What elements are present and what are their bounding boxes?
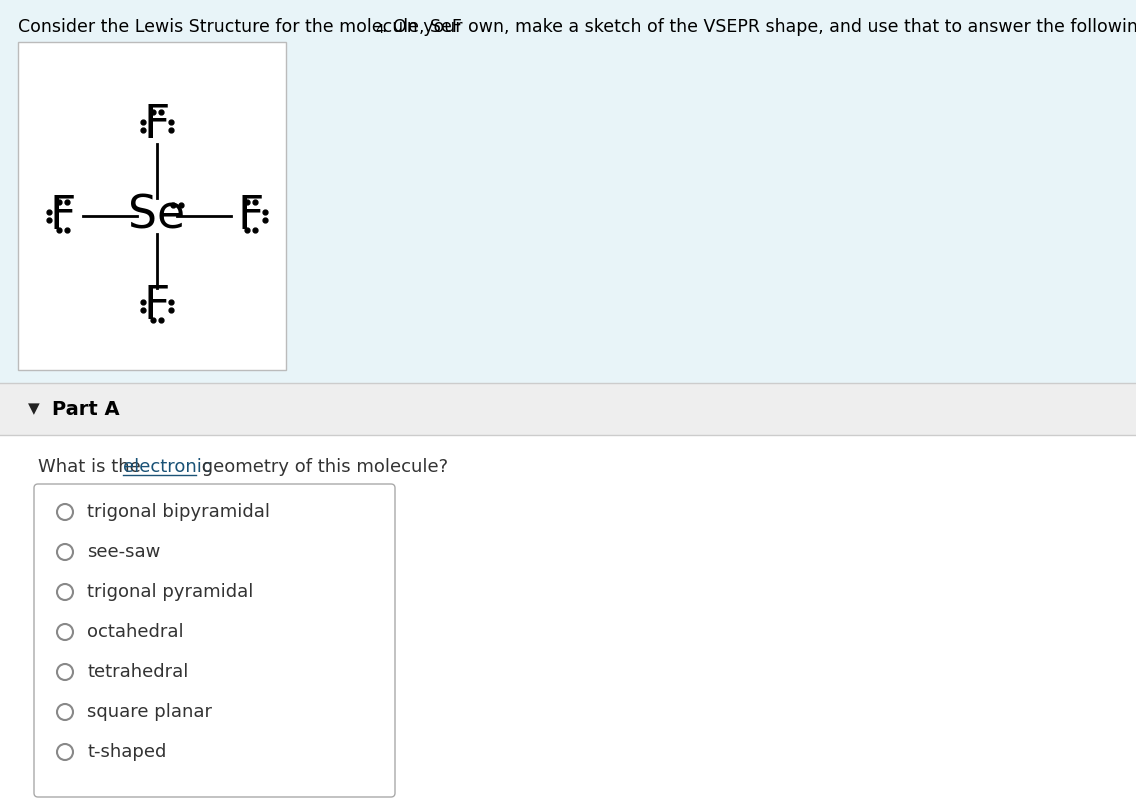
Text: trigonal bipyramidal: trigonal bipyramidal: [87, 503, 270, 521]
Text: t-shaped: t-shaped: [87, 743, 166, 761]
Text: Consider the Lewis Structure for the molecule, SeF: Consider the Lewis Structure for the mol…: [18, 18, 462, 36]
Text: ▼: ▼: [28, 402, 40, 416]
FancyBboxPatch shape: [18, 42, 286, 370]
Text: . On your own, make a sketch of the VSEPR shape, and use that to answer the foll: . On your own, make a sketch of the VSEP…: [383, 18, 1136, 36]
Text: electronic: electronic: [123, 458, 212, 476]
Text: F: F: [50, 193, 76, 238]
Text: tetrahedral: tetrahedral: [87, 663, 189, 681]
FancyBboxPatch shape: [34, 484, 395, 797]
Text: octahedral: octahedral: [87, 623, 184, 641]
Text: square planar: square planar: [87, 703, 212, 721]
Text: F: F: [144, 104, 170, 148]
Bar: [0, 435, 1136, 805]
Text: trigonal pyramidal: trigonal pyramidal: [87, 583, 253, 601]
Text: Part A: Part A: [52, 399, 119, 419]
Text: geometry of this molecule?: geometry of this molecule?: [197, 458, 449, 476]
Text: F: F: [237, 193, 265, 238]
Bar: [0, 383, 1136, 435]
Text: What is the: What is the: [37, 458, 147, 476]
Text: 4: 4: [376, 23, 384, 36]
Text: F: F: [144, 283, 170, 328]
Bar: [0, 0, 1136, 383]
Text: Se: Se: [128, 193, 185, 238]
Text: see-saw: see-saw: [87, 543, 160, 561]
